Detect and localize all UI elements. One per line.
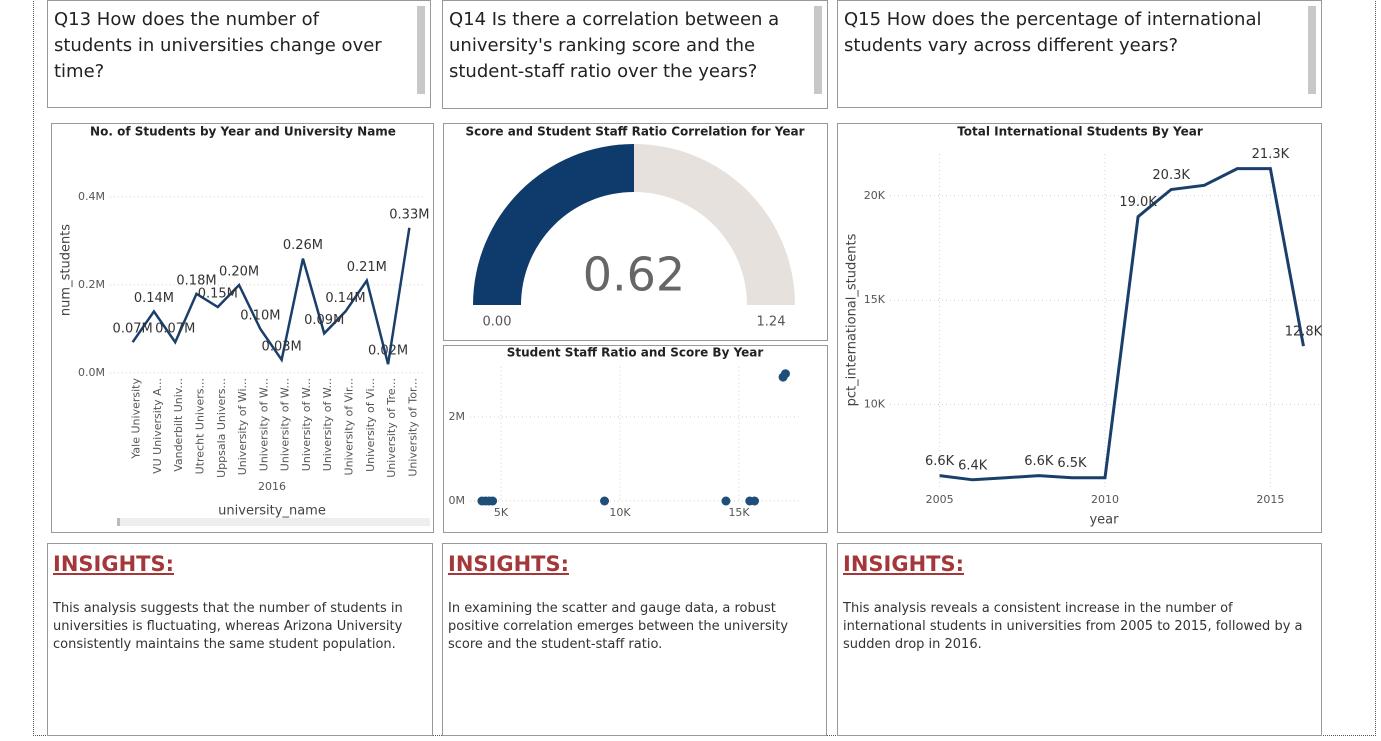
line: [939, 167, 1305, 482]
x-tick-label: 2015: [1256, 493, 1284, 506]
gauge-tick-label: 1.24: [757, 315, 786, 330]
point: [721, 496, 731, 506]
data-label: 0.07M: [155, 322, 195, 337]
data-label: 0.03M: [262, 339, 302, 354]
data-label: 6.6K: [925, 454, 955, 469]
chart-title: Score and Student Staff Ratio Correlatio…: [465, 125, 804, 139]
x-tick-label: University of W...: [300, 378, 313, 471]
data-label: 0.15M: [198, 287, 238, 302]
x-tick-label: University of Vir...: [343, 378, 356, 475]
insight-text: In examining the scatter and gauge data,…: [448, 601, 789, 652]
chart-title: Student Staff Ratio and Score By Year: [507, 346, 764, 360]
scrollbar[interactable]: [1308, 6, 1316, 94]
x-tick-label: University of Vi...: [364, 378, 377, 472]
gauge-tick-label: 0.00: [483, 315, 512, 330]
x-axis-title: year: [1089, 513, 1119, 528]
data-label: 12.8K: [1285, 325, 1323, 340]
y-tick-label: 0.0M: [78, 366, 105, 379]
insight-card: INSIGHTS: This analysis reveals a consist…: [837, 543, 1322, 736]
data-label: 21.3K: [1252, 147, 1290, 162]
data-label: 0.20M: [219, 265, 259, 280]
x-tick-label: VU University A...: [151, 378, 164, 474]
data-label: 6.6K: [1024, 454, 1054, 469]
chart-title: No. of Students by Year and University N…: [90, 125, 396, 139]
insight-title: INSIGHTS:: [448, 552, 569, 576]
y-axis-title: pct_international_students: [845, 233, 860, 406]
x-tick-label: Yale University: [130, 378, 143, 460]
question-card: Q13 How does the number of students in u…: [47, 0, 431, 108]
data-label: 19.0K: [1119, 195, 1157, 210]
point: [780, 369, 790, 379]
data-label: 0.26M: [283, 238, 323, 253]
y-tick-label: 2M: [449, 410, 466, 423]
question: Q13 How does the number of students in u…: [54, 9, 382, 82]
x-tick-label: University of Tor...: [406, 378, 419, 477]
insight-title: INSIGHTS:: [843, 552, 964, 576]
data-label: 0.14M: [134, 291, 174, 306]
scrollbar[interactable]: [814, 6, 822, 94]
x-tick-label: 15K: [728, 506, 750, 519]
data-label: 6.5K: [1057, 456, 1087, 471]
gauge-value: [473, 144, 634, 305]
y-tick-label: 15K: [864, 293, 886, 306]
y-axis-title: num_students: [59, 224, 74, 316]
insight-text: This analysis suggests that the number o…: [53, 601, 403, 652]
question-card: Q14 Is there a correlation between a uni…: [442, 0, 828, 109]
data-label: 0.21M: [347, 260, 387, 275]
x-tick-label: 2010: [1091, 493, 1119, 506]
data-label: 0.07M: [113, 322, 153, 337]
insight-card: INSIGHTS: In examining the scatter and ga…: [442, 543, 827, 736]
data-label: 0.02M: [368, 344, 408, 359]
chart-card: [443, 345, 828, 533]
y-tick-label: 0M: [449, 494, 466, 507]
data-label: 0.14M: [325, 291, 365, 306]
chart-card: [837, 123, 1322, 533]
insight-title: INSIGHTS:: [53, 552, 174, 576]
x-tick-label: Uppsala Univers...: [215, 378, 228, 478]
x-tick-label: 5K: [494, 506, 509, 519]
chart-title: Total International Students By Year: [957, 125, 1203, 139]
x-tick-label: University of W...: [257, 378, 270, 471]
x-tick-label: 2005: [926, 493, 954, 506]
scrollbar[interactable]: [117, 518, 430, 526]
x-axis-title: university_name: [218, 504, 326, 519]
insight-card: INSIGHTS: This analysis suggests that the…: [47, 543, 433, 736]
question: Q14 Is there a correlation between a uni…: [449, 9, 780, 82]
x-tick-label: Vanderbilt Univ...: [172, 378, 185, 472]
data-label: 0.10M: [240, 309, 280, 324]
x-tick-label: University of Wi...: [236, 378, 249, 475]
question: Q15 How does the percentage of internati…: [844, 9, 1262, 56]
y-tick-label: 0.4M: [78, 190, 105, 203]
x-tick-label: University of W...: [321, 378, 334, 471]
x-group-label: 2016: [258, 480, 286, 493]
data-label: 0.18M: [176, 273, 216, 288]
scrollbar-thumb[interactable]: [117, 518, 120, 526]
data-label: 20.3K: [1152, 168, 1190, 183]
gauge-value-label: 0.62: [583, 248, 685, 302]
data-label: 6.4K: [958, 458, 988, 473]
insight-text: This analysis reveals a consistent incre…: [843, 601, 1303, 652]
chart-card: [51, 123, 434, 533]
point: [750, 496, 760, 506]
point: [600, 496, 610, 506]
line: [131, 227, 411, 365]
y-tick-label: 0.2M: [78, 278, 105, 291]
scrollbar[interactable]: [417, 6, 425, 94]
x-tick-label: University of W...: [279, 378, 292, 471]
y-tick-label: 20K: [864, 189, 886, 202]
x-tick-label: 10K: [609, 506, 631, 519]
data-label: 0.33M: [389, 207, 429, 222]
data-label: 0.09M: [304, 313, 344, 328]
question-card: Q15 How does the percentage of internati…: [837, 0, 1322, 108]
point: [488, 496, 498, 506]
y-tick-label: 10K: [864, 398, 886, 411]
x-tick-label: University of Tre...: [385, 378, 398, 478]
x-tick-label: Utrecht Univers...: [194, 378, 207, 474]
